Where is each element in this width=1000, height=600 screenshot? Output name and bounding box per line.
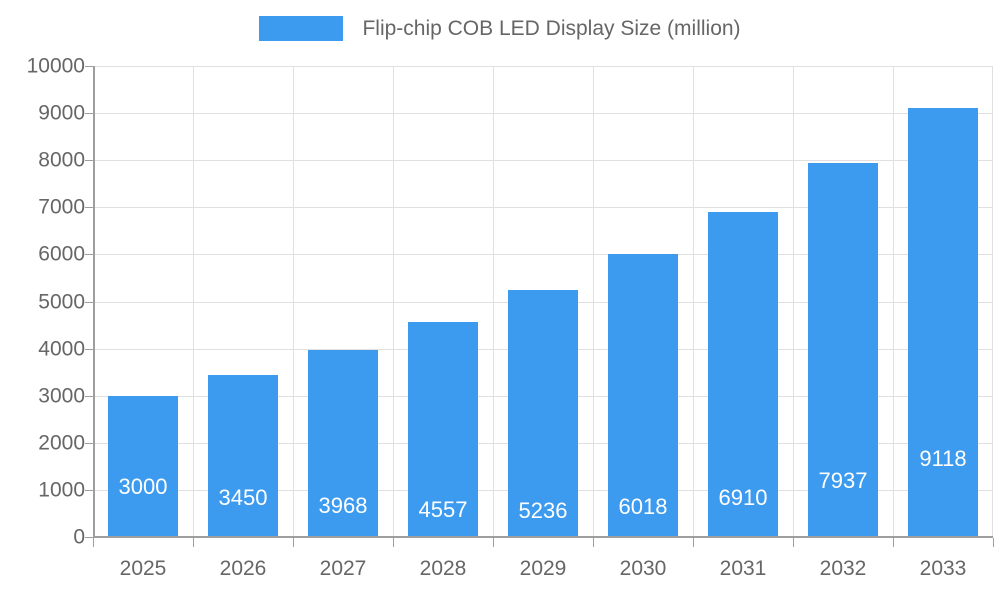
chart-legend: Flip-chip COB LED Display Size (million)	[0, 0, 1000, 56]
bar[interactable]	[308, 350, 378, 537]
x-axis-tick	[493, 538, 494, 547]
x-axis-tick	[293, 538, 294, 547]
y-axis-tick	[85, 396, 93, 397]
bar[interactable]	[108, 396, 178, 537]
y-axis-tick	[85, 207, 93, 208]
gridline-vertical	[293, 66, 294, 537]
legend-item-flip-chip-cob-led[interactable]: Flip-chip COB LED Display Size (million)	[259, 15, 741, 41]
x-axis-tick-label: 2032	[819, 557, 867, 580]
x-axis-tick	[93, 538, 94, 547]
y-axis-tick	[85, 254, 93, 255]
gridline-vertical	[193, 66, 194, 537]
y-axis-tick-label: 6000	[38, 242, 85, 266]
y-axis-labels: 0 1000 2000 3000 4000 5000 6000 7000 8000 9000 100…	[0, 0, 85, 600]
x-axis-tick-label: 2033	[919, 557, 967, 580]
y-axis-tick-label: 8000	[38, 148, 85, 172]
x-axis-tick-label: 2026	[219, 557, 267, 580]
x-axis-tick-label: 2029	[519, 557, 567, 580]
plot-area: 3000 3450 3968 4557 5236 6018 6910 7937 9118	[93, 66, 993, 538]
gridline-horizontal	[93, 66, 993, 67]
y-axis-tick	[85, 160, 93, 161]
x-axis-tick-label: 2031	[719, 557, 767, 580]
y-axis-tick-label: 9000	[38, 101, 85, 125]
gridline-vertical	[593, 66, 594, 537]
y-axis-tick-label: 10000	[26, 54, 85, 78]
y-axis-tick-label: 3000	[38, 384, 85, 408]
gridline-horizontal	[93, 113, 993, 114]
x-axis-tick	[593, 538, 594, 547]
y-axis-tick	[85, 490, 93, 491]
legend-swatch-icon	[259, 15, 344, 41]
gridline-vertical	[393, 66, 394, 537]
y-axis-tick-label: 1000	[38, 478, 85, 502]
y-axis-tick-label: 5000	[38, 290, 85, 314]
y-axis-tick-label: 2000	[38, 431, 85, 455]
bar[interactable]	[708, 212, 778, 537]
y-axis-tick	[85, 113, 93, 114]
x-axis-tick	[993, 538, 994, 547]
bar[interactable]	[608, 254, 678, 537]
y-axis-tick	[85, 302, 93, 303]
x-axis-tick	[193, 538, 194, 547]
bar[interactable]	[408, 322, 478, 537]
legend-item-label: Flip-chip COB LED Display Size (million)	[362, 16, 741, 40]
y-axis-line	[93, 66, 95, 537]
bar[interactable]	[208, 375, 278, 537]
gridline-horizontal	[93, 254, 993, 255]
y-axis-tick	[85, 443, 93, 444]
bar[interactable]	[508, 290, 578, 537]
x-axis-tick-label: 2030	[619, 557, 667, 580]
x-axis-line	[93, 536, 993, 538]
x-axis-tick-label: 2028	[419, 557, 467, 580]
gridline-horizontal	[93, 160, 993, 161]
y-axis-tick-label: 4000	[38, 337, 85, 361]
bar[interactable]	[908, 108, 978, 537]
x-axis-tick	[393, 538, 394, 547]
x-axis-tick	[893, 538, 894, 547]
y-axis-tick	[85, 66, 93, 67]
y-axis-tick	[85, 537, 93, 538]
x-axis-tick	[693, 538, 694, 547]
gridline-vertical	[793, 66, 794, 537]
bar[interactable]	[808, 163, 878, 537]
x-axis-tick-label: 2027	[319, 557, 367, 580]
x-axis-tick-label: 2025	[119, 557, 167, 580]
gridline-horizontal	[93, 207, 993, 208]
x-axis-tick	[793, 538, 794, 547]
gridline-vertical	[493, 66, 494, 537]
y-axis-tick	[85, 349, 93, 350]
gridline-vertical	[992, 66, 993, 537]
gridline-vertical	[893, 66, 894, 537]
y-axis-tick-label: 7000	[38, 195, 85, 219]
y-axis-tick-label: 0	[73, 525, 85, 549]
gridline-vertical	[693, 66, 694, 537]
